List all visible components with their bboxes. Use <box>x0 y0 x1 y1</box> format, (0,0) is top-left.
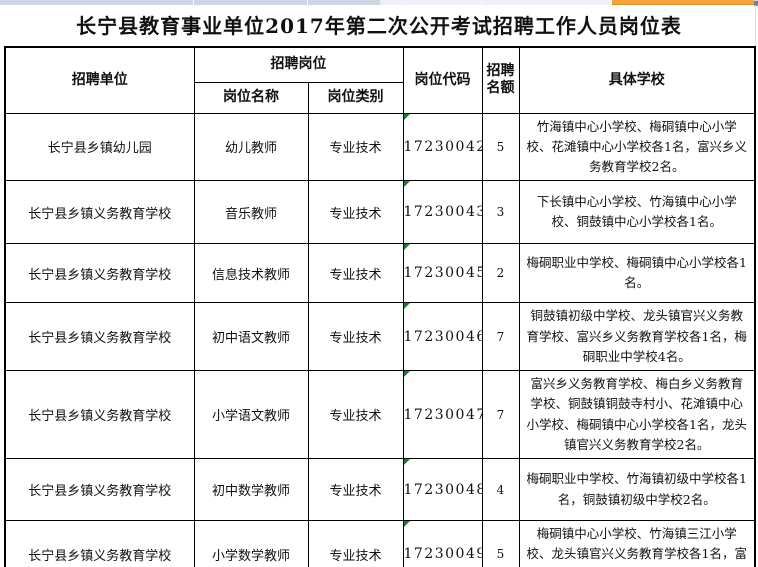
table-row: 长宁县乡镇幼儿园 幼儿教师 专业技术 17230042 5 竹海镇中心小学校、梅… <box>4 112 756 182</box>
window-right-edge <box>755 5 756 47</box>
schools-cell: 梅硐职业中学校、梅硐镇中心小学校各1名。 <box>518 243 756 304</box>
position-type-cell: 专业技术 <box>307 112 404 182</box>
position-code-value: 17230042 <box>403 138 482 155</box>
header-unit: 招聘单位 <box>4 46 195 114</box>
schools-cell: 铜鼓镇初级中学校、龙头镇官兴义务教育学校、富兴乡义务教育学校各1名，梅硐职业中学… <box>518 302 756 371</box>
header-schools: 具体学校 <box>518 46 756 114</box>
number-as-text-flag-icon <box>404 371 410 377</box>
schools-cell: 梅硐职业中学校、竹海镇初级中学校各1名，铜鼓镇初级中学校2名。 <box>518 458 756 521</box>
unit-cell: 长宁县乡镇义务教育学校 <box>4 458 195 521</box>
schools-cell: 富兴乡义务教育学校、梅白乡义务教育学校、铜鼓镇铜鼓寺村小、花滩镇中心小学校、梅硐… <box>518 370 756 459</box>
header-position-name: 岗位名称 <box>193 81 309 114</box>
header-position-type: 岗位类别 <box>307 81 404 114</box>
number-as-text-flag-icon <box>404 303 410 310</box>
strip-grid-tick <box>307 0 308 5</box>
position-code-value: 17230048 <box>403 481 482 498</box>
position-code-cell: 17230047 <box>402 370 483 459</box>
quota-cell: 5 <box>481 519 520 567</box>
position-code-cell: 17230046 <box>402 302 483 371</box>
header-row-top: 招聘单位 招聘岗位 岗位代码 招聘名额 具体学校 <box>4 46 756 114</box>
position-type-cell: 专业技术 <box>307 243 404 304</box>
unit-cell: 长宁县乡镇义务教育学校 <box>4 243 195 304</box>
position-name-cell: 初中语文教师 <box>193 302 309 371</box>
number-as-text-flag-icon <box>404 244 410 251</box>
number-as-text-flag-icon <box>404 181 410 188</box>
header-quota: 招聘名额 <box>481 46 520 114</box>
position-name-cell: 音乐教师 <box>193 180 309 245</box>
quota-cell: 7 <box>481 370 520 459</box>
unit-cell: 长宁县乡镇义务教育学校 <box>4 370 195 459</box>
page-title: 长宁县教育事业单位2017年第二次公开考试招聘工作人员岗位表 <box>76 14 682 38</box>
strip-grid-tick <box>402 0 403 5</box>
table-row: 长宁县乡镇义务教育学校 小学语文教师 专业技术 17230047 7 富兴乡义务… <box>4 370 756 459</box>
number-as-text-flag-icon <box>404 521 410 527</box>
quota-cell: 7 <box>481 302 520 371</box>
table-row: 长宁县乡镇义务教育学校 小学数学教师 专业技术 17230049 5 梅硐镇中心… <box>4 519 756 567</box>
spreadsheet-top-strip <box>0 0 758 5</box>
strip-light-segment <box>380 0 612 5</box>
position-code-value: 17230046 <box>403 328 482 345</box>
position-code-cell: 17230048 <box>402 458 483 521</box>
table-row: 长宁县乡镇义务教育学校 信息技术教师 专业技术 17230045 2 梅硐职业中… <box>4 243 756 304</box>
table-row: 长宁县乡镇义务教育学校 初中数学教师 专业技术 17230048 4 梅硐职业中… <box>4 458 756 521</box>
quota-cell: 4 <box>481 458 520 521</box>
position-code-cell: 17230049 <box>402 519 483 567</box>
unit-cell: 长宁县乡镇义务教育学校 <box>4 180 195 245</box>
scroll-corner-mark <box>754 1 758 6</box>
table-row: 长宁县乡镇义务教育学校 初中语文教师 专业技术 17230046 7 铜鼓镇初级… <box>4 302 756 371</box>
number-as-text-flag-icon <box>404 459 410 465</box>
strip-orange-highlight <box>612 0 754 5</box>
position-code-cell: 17230045 <box>402 243 483 304</box>
recruitment-table: 招聘单位 招聘岗位 岗位代码 招聘名额 具体学校 岗位名称 岗位类别 长宁县乡镇… <box>4 46 756 567</box>
unit-cell: 长宁县乡镇幼儿园 <box>4 112 195 182</box>
header-row-bottom: 岗位名称 岗位类别 <box>5 81 755 114</box>
strip-grid-tick <box>481 0 482 5</box>
position-code-value: 17230047 <box>403 406 482 423</box>
position-code-value: 17230049 <box>403 546 482 563</box>
position-code-cell: 17230043 <box>402 180 483 245</box>
schools-cell: 竹海镇中心小学校、梅硐镇中心小学校、花滩镇中心小学校各1名，富兴乡义务教育学校2… <box>518 112 756 182</box>
position-name-cell: 初中数学教师 <box>193 458 309 521</box>
header-position-code: 岗位代码 <box>402 46 483 114</box>
quota-cell: 3 <box>481 180 520 245</box>
unit-cell: 长宁县乡镇义务教育学校 <box>4 519 195 567</box>
position-type-cell: 专业技术 <box>307 458 404 521</box>
schools-cell: 梅硐镇中心小学校、竹海镇三江小学校、龙头镇官兴义务教育学校各1名，富兴乡义务教育… <box>518 519 756 567</box>
position-code-cell: 17230042 <box>402 112 483 182</box>
position-code-value: 17230043 <box>403 204 482 221</box>
strip-grid-tick <box>193 0 194 5</box>
position-type-cell: 专业技术 <box>307 519 404 567</box>
position-type-cell: 专业技术 <box>307 302 404 371</box>
position-type-cell: 专业技术 <box>307 180 404 245</box>
position-type-cell: 专业技术 <box>307 370 404 459</box>
quota-cell: 5 <box>481 112 520 182</box>
schools-cell: 下长镇中心小学校、竹海镇中心小学校、铜鼓镇中心小学校各1名。 <box>518 180 756 245</box>
quota-cell: 2 <box>481 243 520 304</box>
unit-cell: 长宁县乡镇义务教育学校 <box>4 302 195 371</box>
number-as-text-flag-icon <box>404 113 410 120</box>
position-name-cell: 小学语文教师 <box>193 370 309 459</box>
position-name-cell: 幼儿教师 <box>193 112 309 182</box>
position-name-cell: 信息技术教师 <box>193 243 309 304</box>
position-name-cell: 小学数学教师 <box>193 519 309 567</box>
header-position-group: 招聘岗位 <box>193 46 404 83</box>
position-code-value: 17230045 <box>403 265 482 282</box>
table-row: 长宁县乡镇义务教育学校 音乐教师 专业技术 17230043 3 下长镇中心小学… <box>4 180 756 245</box>
